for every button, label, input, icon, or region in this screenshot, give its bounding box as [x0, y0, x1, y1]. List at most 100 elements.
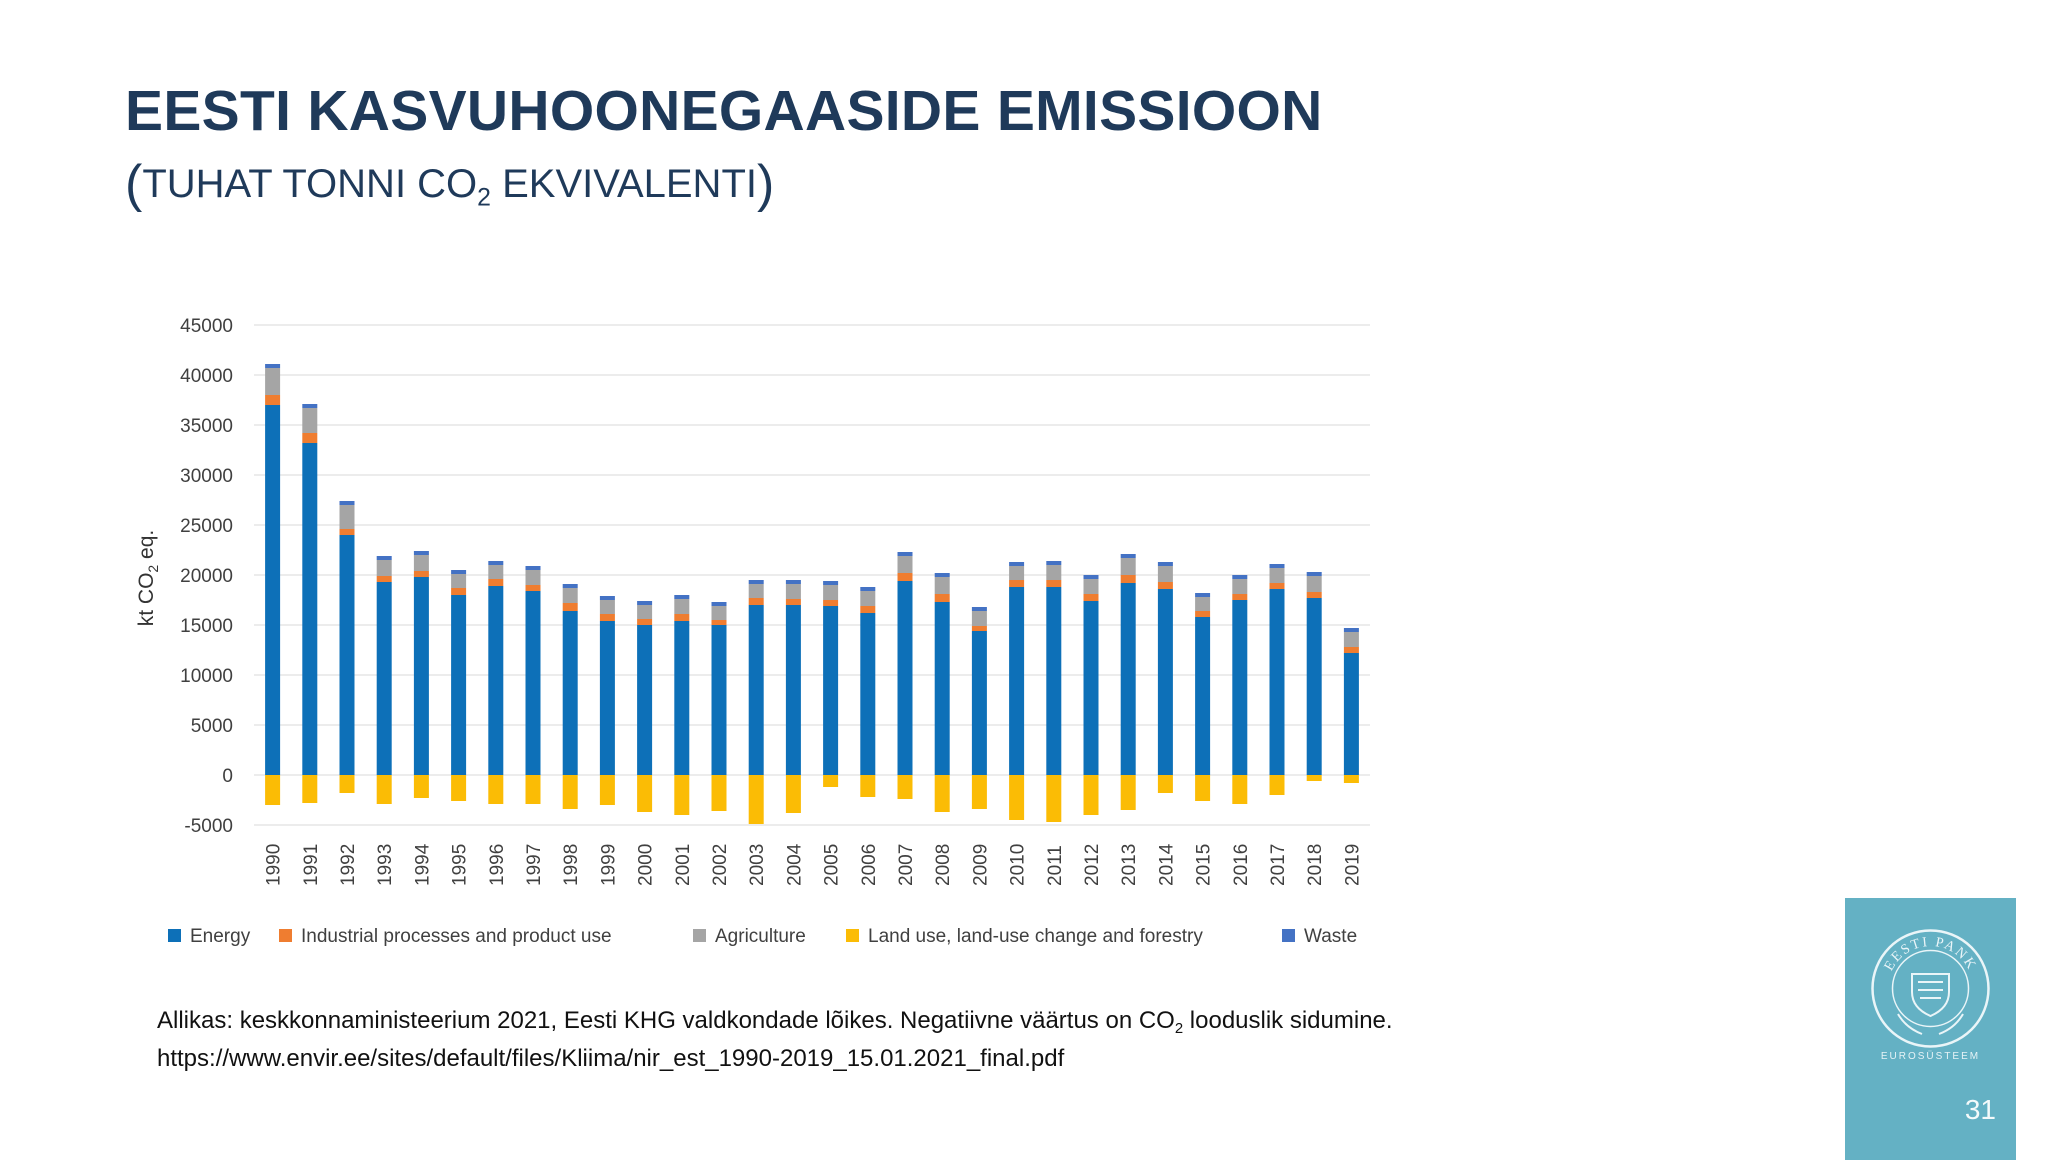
y-tick-label: 30000	[180, 466, 233, 487]
bar-energy	[971, 631, 987, 775]
bar-energy	[265, 405, 281, 775]
bar-industrial-processes-and-product-use	[525, 585, 541, 591]
bar-waste	[1120, 554, 1136, 558]
y-tick-label: 35000	[180, 416, 233, 437]
bar-industrial-processes-and-product-use	[1046, 580, 1062, 587]
bar-agriculture	[823, 585, 839, 600]
bar-waste	[599, 596, 615, 600]
bar-land-use	[1083, 775, 1099, 815]
bar-agriculture	[265, 368, 281, 395]
bar-industrial-processes-and-product-use	[376, 576, 392, 582]
bar-energy	[1269, 589, 1285, 775]
bar-agriculture	[1195, 597, 1211, 611]
bar-energy	[1232, 600, 1248, 775]
bar-energy	[637, 625, 653, 775]
bar-industrial-processes-and-product-use	[1269, 583, 1285, 589]
x-tick-label: 2003	[747, 844, 768, 886]
bar-industrial-processes-and-product-use	[674, 614, 690, 621]
legend-label: Waste	[1304, 926, 1357, 947]
y-tick-label: 5000	[191, 716, 233, 737]
bar-land-use	[339, 775, 355, 793]
bar-waste	[265, 364, 281, 368]
bar-industrial-processes-and-product-use	[1009, 580, 1025, 587]
x-tick-label: 1991	[301, 844, 322, 886]
bar-energy	[785, 605, 801, 775]
x-tick-label: 2006	[859, 844, 880, 886]
y-tick-label: 20000	[180, 566, 233, 587]
bar-agriculture	[1009, 566, 1025, 580]
bar-land-use	[711, 775, 727, 811]
x-tick-label: 1996	[487, 844, 508, 886]
bar-industrial-processes-and-product-use	[265, 395, 281, 405]
bar-industrial-processes-and-product-use	[785, 599, 801, 605]
y-tick-label: 25000	[180, 516, 233, 537]
bar-waste	[562, 584, 578, 588]
bar-agriculture	[748, 584, 764, 598]
bar-industrial-processes-and-product-use	[1232, 594, 1248, 600]
bar-industrial-processes-and-product-use	[711, 620, 727, 625]
x-tick-label: 2014	[1156, 843, 1177, 886]
bar-agriculture	[934, 577, 950, 594]
subtitle-subscript: 2	[477, 184, 491, 212]
legend-label: Agriculture	[715, 926, 806, 947]
bar-land-use	[860, 775, 876, 797]
x-tick-label: 2008	[933, 844, 954, 886]
bar-agriculture	[562, 588, 578, 603]
x-tick-label: 2007	[896, 844, 917, 886]
bar-waste	[339, 501, 355, 505]
legend-swatch	[846, 929, 859, 942]
x-tick-label: 2019	[1342, 844, 1363, 886]
bar-waste	[1306, 572, 1322, 576]
bar-land-use	[488, 775, 504, 804]
bar-energy	[748, 605, 764, 775]
bar-energy	[674, 621, 690, 775]
bar-waste	[1009, 562, 1025, 566]
bar-energy	[823, 606, 839, 775]
bar-waste	[748, 580, 764, 584]
bar-land-use	[971, 775, 987, 809]
page-number: 31	[1964, 1094, 1996, 1125]
legend-label: Industrial processes and product use	[301, 926, 612, 947]
bar-energy	[302, 443, 318, 775]
bar-agriculture	[488, 565, 504, 579]
y-tick-label: 10000	[180, 666, 233, 687]
bar-waste	[823, 581, 839, 585]
bar-waste	[1157, 562, 1173, 566]
bar-agriculture	[785, 584, 801, 599]
bar-land-use	[1269, 775, 1285, 795]
bar-land-use	[1343, 775, 1359, 783]
bar-waste	[897, 552, 913, 556]
x-tick-label: 1992	[338, 844, 359, 886]
bar-agriculture	[1157, 566, 1173, 582]
legend-swatch	[168, 929, 181, 942]
bar-waste	[376, 556, 392, 560]
bar-land-use	[265, 775, 281, 805]
bar-waste	[451, 570, 467, 574]
x-tick-label: 1993	[375, 844, 396, 886]
bar-industrial-processes-and-product-use	[860, 606, 876, 613]
bar-agriculture	[674, 599, 690, 614]
bar-agriculture	[971, 611, 987, 626]
bar-industrial-processes-and-product-use	[1157, 582, 1173, 589]
bar-land-use	[1232, 775, 1248, 804]
bar-land-use	[748, 775, 764, 824]
bar-energy	[1120, 583, 1136, 775]
eesti-pank-logo-panel: EESTI PANK EUROSÜSTEEM 31	[1845, 898, 2016, 1160]
bar-agriculture	[637, 605, 653, 619]
bar-energy	[599, 621, 615, 775]
bar-waste	[971, 607, 987, 611]
subtitle-open-paren: (	[125, 155, 143, 213]
bar-agriculture	[1120, 558, 1136, 575]
bar-waste	[1083, 575, 1099, 579]
bar-energy	[1046, 587, 1062, 775]
y-tick-label: -5000	[184, 816, 233, 837]
bar-land-use	[562, 775, 578, 809]
y-axis-label-sub: 2	[145, 565, 161, 573]
bar-agriculture	[451, 574, 467, 588]
bar-industrial-processes-and-product-use	[1306, 592, 1322, 598]
bar-waste	[674, 595, 690, 599]
bar-energy	[1343, 653, 1359, 775]
y-tick-label: 45000	[180, 316, 233, 337]
bar-agriculture	[711, 606, 727, 620]
bar-industrial-processes-and-product-use	[562, 603, 578, 611]
